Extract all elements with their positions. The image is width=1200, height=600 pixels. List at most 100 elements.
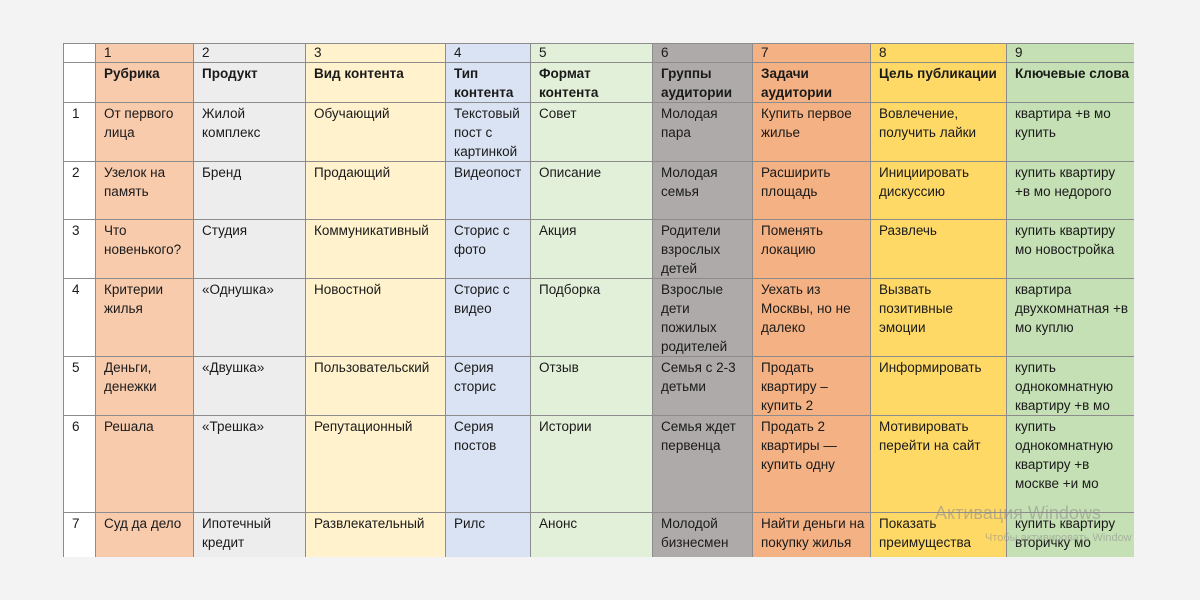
column-number-cell[interactable]: 2 [193,43,306,63]
table-cell[interactable]: Продающий [305,161,446,220]
table-cell[interactable]: Серия постов [445,415,531,513]
column-number-cell[interactable]: 4 [445,43,531,63]
column-number-cell[interactable]: 3 [305,43,446,63]
table-cell[interactable]: Рилс [445,512,531,557]
table-cell[interactable]: квартира двухкомнатная +в мо куплю [1006,278,1134,357]
header-cell[interactable]: Вид контента [305,62,446,103]
header-cell[interactable]: Ключевые слова [1006,62,1134,103]
corner-cell[interactable] [63,43,96,63]
table-cell[interactable]: Вовлечение, получить лайки [870,102,1007,162]
table-cell[interactable]: Подборка [530,278,653,357]
column-number-cell[interactable]: 6 [652,43,753,63]
table-cell[interactable]: Жилой комплекс [193,102,306,162]
table-cell[interactable]: Описание [530,161,653,220]
column-number-cell[interactable]: 8 [870,43,1007,63]
table-cell[interactable]: Обучающий [305,102,446,162]
table-cell[interactable]: купить однокомнатную квартиру +в мо [1006,356,1134,416]
table-cell[interactable]: Молодой бизнесмен [652,512,753,557]
table-row: 3 Что новенького? Студия Коммуникативный Сто… [63,219,1134,279]
table-cell[interactable]: Уехать из Москвы, но не далеко [752,278,871,357]
header-cell[interactable]: Цель публикации [870,62,1007,103]
spreadsheet: 1 2 3 4 5 6 7 8 9 Рубрика Продукт Вид контента Тип к… [63,43,1134,557]
header-row: Рубрика Продукт Вид контента Тип контента Фо… [63,62,1134,103]
row-number-cell[interactable]: 7 [63,512,96,557]
table-cell[interactable]: Узелок на память [95,161,194,220]
table-cell[interactable]: Что новенького? [95,219,194,279]
table-cell[interactable]: Взрослые дети пожилых родителей [652,278,753,357]
header-cell[interactable]: Группы аудитории [652,62,753,103]
table-cell[interactable]: Бренд [193,161,306,220]
table-row: 4 Критерии жилья «Однушка» Новостной Сторис … [63,278,1134,357]
table-row: 7 Суд да дело Ипотечный кредит Развлекатель… [63,512,1134,557]
row-number-cell[interactable]: 2 [63,161,96,220]
column-number-cell[interactable]: 7 [752,43,871,63]
header-cell[interactable]: Тип контента [445,62,531,103]
table-cell[interactable]: Отзыв [530,356,653,416]
row-number-cell[interactable]: 1 [63,102,96,162]
table-cell[interactable]: Суд да дело [95,512,194,557]
table-cell[interactable]: Семья с 2-3 детьми [652,356,753,416]
table-cell[interactable]: Коммуникативный [305,219,446,279]
content-plan-table: 1 2 3 4 5 6 7 8 9 Рубрика Продукт Вид контента Тип к… [63,43,1134,557]
table-cell[interactable]: «Двушка» [193,356,306,416]
table-cell[interactable]: Пользовательский [305,356,446,416]
row-number-cell[interactable]: 5 [63,356,96,416]
table-cell[interactable]: «Однушка» [193,278,306,357]
table-row: 6 Решала «Трешка» Репутационный Серия постов… [63,415,1134,513]
row-number-cell[interactable]: 6 [63,415,96,513]
table-cell[interactable]: Семья ждет первенца [652,415,753,513]
table-cell[interactable]: Истории [530,415,653,513]
table-cell[interactable]: Продать 2 квартиры — купить одну [752,415,871,513]
table-cell[interactable]: Развлекательный [305,512,446,557]
table-cell[interactable]: Поменять локацию [752,219,871,279]
table-cell[interactable]: Родители взрослых детей [652,219,753,279]
table-cell[interactable]: Найти деньги на покупку жилья [752,512,871,557]
table-cell[interactable]: Показать преимущества продукта [870,512,1007,557]
table-cell[interactable]: Видеопост [445,161,531,220]
table-cell[interactable]: Молодая семья [652,161,753,220]
header-cell[interactable]: Рубрика [95,62,194,103]
table-cell[interactable]: Совет [530,102,653,162]
column-number-cell[interactable]: 5 [530,43,653,63]
table-cell[interactable]: купить однокомнатную квартиру +в москве … [1006,415,1134,513]
table-cell[interactable]: Деньги, денежки [95,356,194,416]
column-number-cell[interactable]: 1 [95,43,194,63]
table-cell[interactable]: Новостной [305,278,446,357]
table-cell[interactable]: Серия сторис [445,356,531,416]
table-row: 1 От первого лица Жилой комплекс Обучающий Т… [63,102,1134,162]
table-cell[interactable]: Текстовый пост с картинкой [445,102,531,162]
table-cell[interactable]: Продать квартиру – купить 2 [752,356,871,416]
table-cell[interactable]: Купить первое жилье [752,102,871,162]
header-cell[interactable]: Задачи аудитории [752,62,871,103]
table-cell[interactable]: Мотивировать перейти на сайт [870,415,1007,513]
table-cell[interactable]: Развлечь [870,219,1007,279]
table-cell[interactable]: Расширить площадь [752,161,871,220]
table-cell[interactable]: Решала [95,415,194,513]
table-cell[interactable]: Информировать [870,356,1007,416]
table-cell[interactable]: квартира +в мо купить [1006,102,1134,162]
table-cell[interactable]: Молодая пара [652,102,753,162]
row-number-cell[interactable]: 3 [63,219,96,279]
header-corner-cell[interactable] [63,62,96,103]
header-cell[interactable]: Продукт [193,62,306,103]
table-cell[interactable]: Вызвать позитивные эмоции [870,278,1007,357]
table-row: 5 Деньги, денежки «Двушка» Пользовательский… [63,356,1134,416]
table-cell[interactable]: купить квартиру +в мо недорого [1006,161,1134,220]
table-cell[interactable]: Ипотечный кредит [193,512,306,557]
table-cell[interactable]: Анонс [530,512,653,557]
table-cell[interactable]: Акция [530,219,653,279]
table-cell[interactable]: Сторис с видео [445,278,531,357]
column-number-cell[interactable]: 9 [1006,43,1134,63]
table-cell[interactable]: Сторис с фото [445,219,531,279]
table-cell[interactable]: От первого лица [95,102,194,162]
table-cell[interactable]: Студия [193,219,306,279]
header-cell[interactable]: Формат контента [530,62,653,103]
row-number-cell[interactable]: 4 [63,278,96,357]
table-cell[interactable]: Критерии жилья [95,278,194,357]
table-cell[interactable]: «Трешка» [193,415,306,513]
table-cell[interactable]: купить квартиру вторичку мо [1006,512,1134,557]
table-cell[interactable]: купить квартиру мо новостройка [1006,219,1134,279]
table-cell[interactable]: Инициировать дискуссию [870,161,1007,220]
table-cell[interactable]: Репутационный [305,415,446,513]
table-row: 2 Узелок на память Бренд Продающий Видеопост… [63,161,1134,220]
